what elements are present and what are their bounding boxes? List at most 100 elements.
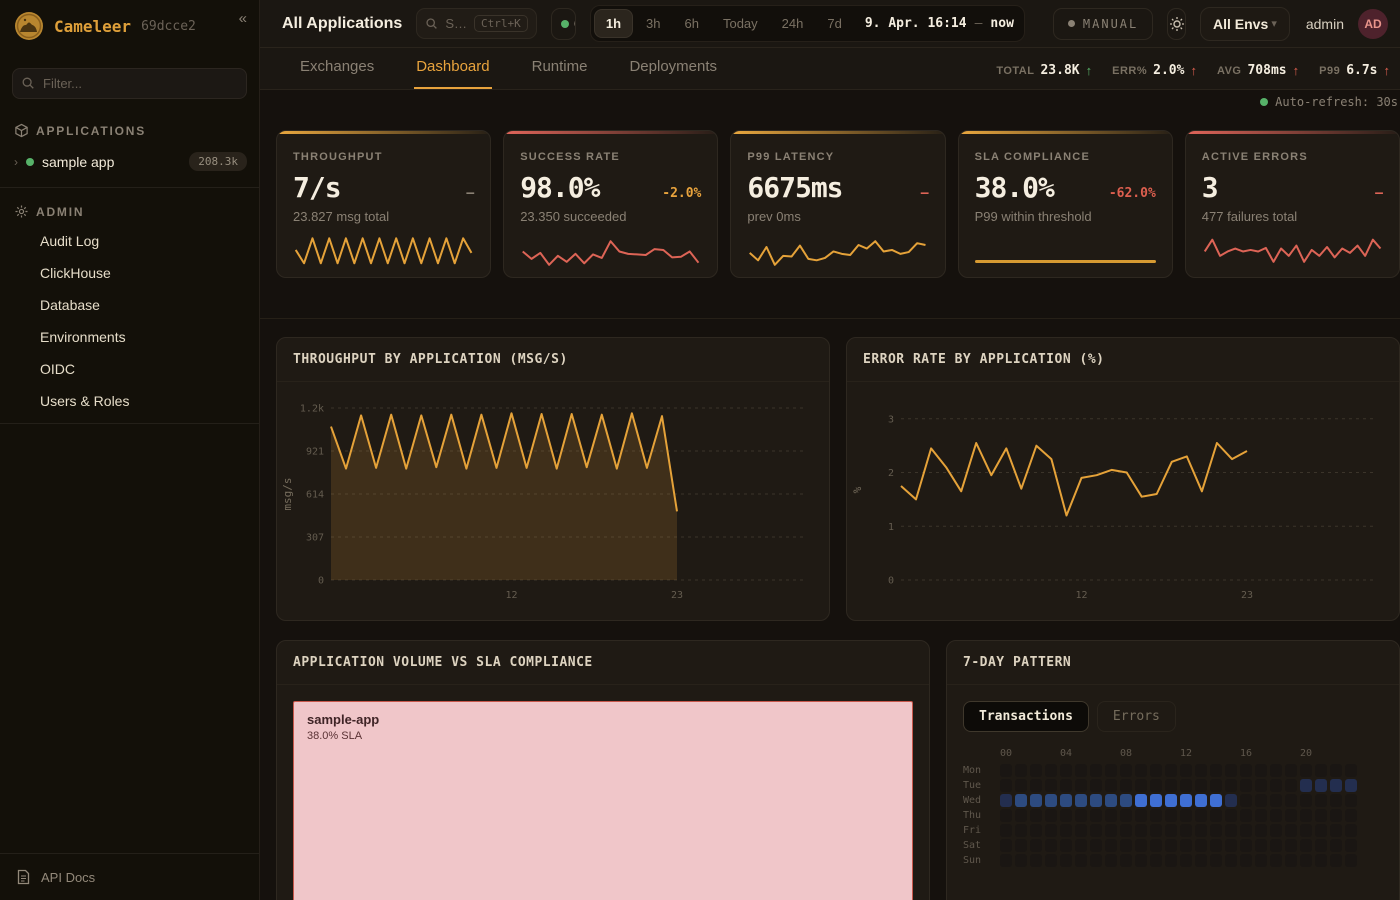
heatmap-cell[interactable] (1315, 854, 1327, 867)
heatmap-cell[interactable] (1225, 839, 1237, 852)
heatmap-cell[interactable] (1285, 779, 1297, 792)
heatmap-cell[interactable] (1045, 839, 1057, 852)
heatmap-cell[interactable] (1015, 764, 1027, 777)
heatmap-cell[interactable] (1120, 779, 1132, 792)
heatmap-cell[interactable] (1210, 824, 1222, 837)
heatmap-cell[interactable] (1120, 854, 1132, 867)
heatmap-cell[interactable] (1045, 809, 1057, 822)
heatmap-cell[interactable] (1000, 779, 1012, 792)
heatmap-cell[interactable] (1330, 794, 1342, 807)
heatmap-cell[interactable] (1195, 809, 1207, 822)
heatmap-cell[interactable] (1300, 839, 1312, 852)
heatmap-cell[interactable] (1135, 839, 1147, 852)
heatmap-cell[interactable] (1015, 794, 1027, 807)
heatmap-cell[interactable] (1030, 854, 1042, 867)
heatmap-cell[interactable] (1330, 854, 1342, 867)
heatmap-cell[interactable] (1150, 794, 1162, 807)
heatmap-cell[interactable] (1315, 764, 1327, 777)
sidebar-item-oidc[interactable]: OIDC (40, 361, 75, 377)
heatmap-cell[interactable] (1195, 854, 1207, 867)
heatmap-cell[interactable] (1030, 779, 1042, 792)
heatmap-cell[interactable] (1240, 854, 1252, 867)
heatmap-cell[interactable] (1345, 794, 1357, 807)
heatmap-cell[interactable] (1120, 839, 1132, 852)
heatmap-cell[interactable] (1150, 839, 1162, 852)
heatmap-cell[interactable] (1330, 824, 1342, 837)
avatar[interactable]: AD (1358, 8, 1388, 39)
heatmap-cell[interactable] (1060, 779, 1072, 792)
heatmap-cell[interactable] (1120, 809, 1132, 822)
heatmap-cell[interactable] (1000, 839, 1012, 852)
sidebar-item-audit-log[interactable]: Audit Log (40, 233, 100, 249)
heatmap-cell[interactable] (1180, 779, 1192, 792)
heatmap-cell[interactable] (1315, 794, 1327, 807)
heatmap-cell[interactable] (1345, 824, 1357, 837)
heatmap-cell[interactable] (1270, 809, 1282, 822)
heatmap-cell[interactable] (1345, 764, 1357, 777)
heatmap-cell[interactable] (1015, 854, 1027, 867)
heatmap-cell[interactable] (1165, 809, 1177, 822)
heatmap-cell[interactable] (1135, 794, 1147, 807)
heatmap-cell[interactable] (1030, 794, 1042, 807)
heatmap-cell[interactable] (1345, 779, 1357, 792)
heatmap-cell[interactable] (1090, 839, 1102, 852)
heatmap-cell[interactable] (1000, 854, 1012, 867)
heatmap-cell[interactable] (1330, 809, 1342, 822)
pattern-toggle-transactions[interactable]: Transactions (963, 701, 1089, 732)
heatmap-cell[interactable] (1285, 809, 1297, 822)
heatmap-cell[interactable] (1015, 824, 1027, 837)
heatmap-cell[interactable] (1015, 779, 1027, 792)
heatmap-cell[interactable] (1075, 779, 1087, 792)
heatmap-cell[interactable] (1195, 839, 1207, 852)
heatmap-cell[interactable] (1300, 764, 1312, 777)
heatmap-cell[interactable] (1165, 824, 1177, 837)
range-24h[interactable]: 24h (771, 9, 815, 38)
heatmap-cell[interactable] (1345, 809, 1357, 822)
heatmap-cell[interactable] (1225, 809, 1237, 822)
heatmap-cell[interactable] (1000, 809, 1012, 822)
heatmap-cell[interactable] (1045, 854, 1057, 867)
heatmap-cell[interactable] (1255, 824, 1267, 837)
theme-toggle-button[interactable] (1167, 7, 1187, 40)
heatmap-cell[interactable] (1195, 764, 1207, 777)
heatmap-cell[interactable] (1135, 854, 1147, 867)
heatmap-cell[interactable] (1270, 824, 1282, 837)
heatmap-cell[interactable] (1045, 779, 1057, 792)
heatmap-cell[interactable] (1255, 764, 1267, 777)
heatmap-cell[interactable] (1180, 824, 1192, 837)
tab-exchanges[interactable]: Exchanges (300, 58, 375, 75)
heatmap-cell[interactable] (1075, 764, 1087, 777)
heatmap-cell[interactable] (1285, 824, 1297, 837)
heatmap-cell[interactable] (1135, 824, 1147, 837)
time-to[interactable]: now (990, 16, 1014, 31)
heatmap-cell[interactable] (1225, 764, 1237, 777)
heatmap-cell[interactable] (1105, 839, 1117, 852)
heatmap-cell[interactable] (1060, 794, 1072, 807)
heatmap-cell[interactable] (1105, 854, 1117, 867)
tab-dashboard[interactable]: Dashboard (414, 48, 492, 89)
heatmap-cell[interactable] (1300, 854, 1312, 867)
global-search[interactable]: S… Ctrl+K (416, 8, 537, 39)
heatmap-cell[interactable] (1285, 794, 1297, 807)
sidebar-item-clickhouse[interactable]: ClickHouse (40, 265, 111, 281)
range-1h[interactable]: 1h (593, 9, 634, 38)
heatmap-cell[interactable] (1255, 839, 1267, 852)
tab-deployments[interactable]: Deployments (629, 58, 718, 75)
heatmap-cell[interactable] (1315, 839, 1327, 852)
heatmap-cell[interactable] (1330, 779, 1342, 792)
manual-mode-button[interactable]: MANUAL (1052, 7, 1154, 40)
heatmap-cell[interactable] (1090, 809, 1102, 822)
heatmap-cell[interactable] (1225, 854, 1237, 867)
heatmap-cell[interactable] (1075, 809, 1087, 822)
heatmap-cell[interactable] (1195, 779, 1207, 792)
heatmap-cell[interactable] (1315, 824, 1327, 837)
env-select-dropdown[interactable]: All Envs ▾ (1200, 6, 1290, 41)
range-7d[interactable]: 7d (816, 9, 852, 38)
heatmap-cell[interactable] (1255, 809, 1267, 822)
heatmap-cell[interactable] (1060, 809, 1072, 822)
heatmap-cell[interactable] (1270, 854, 1282, 867)
heatmap-cell[interactable] (1255, 779, 1267, 792)
heatmap-cell[interactable] (1165, 764, 1177, 777)
heatmap-cell[interactable] (1000, 824, 1012, 837)
heatmap-cell[interactable] (1225, 794, 1237, 807)
